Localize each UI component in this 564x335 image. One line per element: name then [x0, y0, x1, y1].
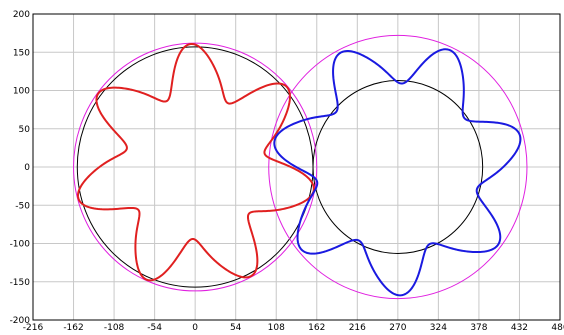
x-tick-label: -216 [23, 323, 44, 333]
outer-circle [73, 42, 318, 292]
y-tick-label: 100 [13, 87, 30, 97]
pitch-circle [312, 80, 484, 254]
outer-circle [268, 34, 528, 300]
x-tick-label: 216 [349, 323, 366, 333]
y-tick-label: -100 [10, 240, 31, 250]
y-tick-label: 150 [13, 48, 30, 58]
y-tick-label: 0 [24, 163, 30, 173]
x-tick-label: 0 [192, 323, 198, 333]
x-tick-label: 162 [308, 323, 325, 333]
y-tick-label: -50 [15, 201, 30, 211]
red-rotor-curve [76, 42, 315, 282]
x-tick-label: -108 [104, 323, 125, 333]
x-tick-label: 324 [430, 323, 447, 333]
blue-rotor-curve [273, 48, 522, 297]
x-tick-label: 432 [511, 323, 528, 333]
x-tick-label: 378 [470, 323, 487, 333]
y-tick-labels: -200 -150 -100 -50 0 50 100 150 200 [10, 10, 31, 326]
y-tick-label: -150 [10, 278, 31, 288]
x-tick-label: -162 [63, 323, 83, 333]
plot-area [73, 34, 528, 300]
x-tick-label: 108 [268, 323, 285, 333]
y-tick-label: 50 [19, 125, 31, 135]
x-tick-label: 270 [389, 323, 406, 333]
y-tick-label: -200 [10, 316, 31, 326]
x-tick-label: 54 [230, 323, 242, 333]
x-tick-label: 486 [551, 323, 564, 333]
x-tick-label: -54 [147, 323, 162, 333]
y-tick-label: 200 [13, 10, 30, 20]
plot-frame [32, 13, 561, 321]
x-tick-labels: -216 -162 -108 -54 0 54 108 162 216 270 324 378 432 4… [23, 323, 564, 333]
